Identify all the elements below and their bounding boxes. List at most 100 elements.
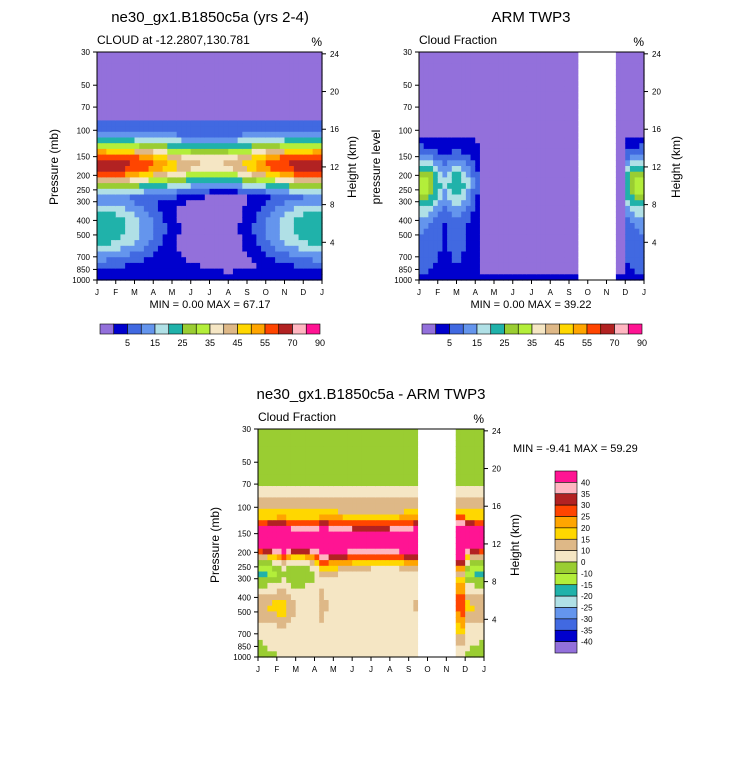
heatmap-cell — [461, 212, 466, 218]
heatmap-cell — [588, 58, 593, 64]
heatmap-cell — [200, 92, 205, 98]
heatmap-cell — [333, 469, 338, 475]
heatmap-cell — [233, 75, 238, 81]
heatmap-cell — [275, 69, 280, 75]
heatmap-cell — [270, 92, 275, 98]
month-tick-label: F — [435, 288, 440, 297]
heatmap-cell — [294, 166, 299, 172]
heatmap-cell — [242, 206, 247, 212]
heatmap-cell — [275, 252, 280, 258]
heatmap-cell — [560, 189, 565, 195]
heatmap-cell — [139, 143, 144, 149]
heatmap-cell — [285, 172, 290, 178]
heatmap-cell — [560, 229, 565, 235]
heatmap-cell — [499, 115, 504, 121]
heatmap-cell — [275, 160, 280, 166]
heatmap-cell — [574, 252, 579, 258]
month-tick-label: M — [453, 288, 460, 297]
heatmap-cell — [177, 126, 182, 132]
heatmap-cell — [224, 212, 229, 218]
heatmap-cell — [452, 86, 457, 92]
height-tick-label: 4 — [652, 238, 657, 247]
heatmap-cell — [205, 183, 210, 189]
heatmap-cell — [583, 217, 588, 223]
heatmap-cell — [149, 58, 154, 64]
heatmap-cell — [266, 234, 271, 240]
heatmap-cell — [116, 263, 121, 269]
heatmap-cell — [200, 240, 205, 246]
heatmap-cell — [186, 52, 191, 58]
heatmap-cell — [181, 63, 186, 69]
heatmap-cell — [277, 583, 282, 589]
heatmap-cell — [282, 458, 287, 464]
heatmap-cell — [592, 263, 597, 269]
colorbar-swatch — [477, 324, 491, 334]
heatmap-cell — [329, 475, 334, 481]
heatmap-cell — [494, 132, 499, 138]
heatmap-cell — [153, 69, 158, 75]
heatmap-cell — [300, 463, 305, 469]
heatmap-cell — [285, 103, 290, 109]
heatmap-cell — [527, 206, 532, 212]
heatmap-cell — [503, 132, 508, 138]
heatmap-cell — [214, 263, 219, 269]
heatmap-cell — [475, 160, 480, 166]
heatmap-cell — [555, 92, 560, 98]
heatmap-cell — [419, 160, 424, 166]
heatmap-cell — [621, 126, 626, 132]
panel-model-ylabel: Pressure (mb) — [47, 129, 61, 205]
heatmap-cell — [352, 475, 357, 481]
heatmap-cell — [158, 160, 163, 166]
heatmap-cell — [261, 92, 266, 98]
heatmap-cell — [214, 177, 219, 183]
heatmap-cell — [285, 160, 290, 166]
heatmap-cell — [252, 257, 257, 263]
heatmap-cell — [630, 206, 635, 212]
heatmap-cell — [517, 177, 522, 183]
heatmap-cell — [266, 86, 271, 92]
heatmap-cell — [285, 166, 290, 172]
heatmap-cell — [362, 560, 367, 566]
heatmap-cell — [315, 435, 320, 441]
heatmap-cell — [621, 257, 626, 263]
heatmap-cell — [158, 229, 163, 235]
heatmap-cell — [120, 103, 125, 109]
month-tick-label: A — [226, 288, 232, 297]
heatmap-cell — [489, 257, 494, 263]
heatmap-cell — [224, 183, 229, 189]
heatmap-cell — [303, 103, 308, 109]
heatmap-cell — [261, 52, 266, 58]
heatmap-cell — [319, 611, 324, 617]
heatmap-cell — [252, 240, 257, 246]
heatmap-cell — [181, 143, 186, 149]
heatmap-cell — [275, 257, 280, 263]
heatmap-cell — [362, 572, 367, 578]
heatmap-cell — [621, 172, 626, 178]
heatmap-cell — [597, 86, 602, 92]
heatmap-cell — [616, 75, 621, 81]
heatmap-cell — [305, 600, 310, 606]
heatmap-cell — [578, 69, 583, 75]
heatmap-cell — [616, 172, 621, 178]
heatmap-cell — [224, 155, 229, 161]
heatmap-cell — [574, 132, 579, 138]
heatmap-cell — [282, 526, 287, 532]
heatmap-cell — [258, 554, 263, 560]
heatmap-cell — [343, 446, 348, 452]
heatmap-cell — [597, 75, 602, 81]
heatmap-cell — [602, 177, 607, 183]
heatmap-cell — [267, 583, 272, 589]
heatmap-cell — [116, 246, 121, 252]
heatmap-cell — [503, 86, 508, 92]
heatmap-cell — [366, 492, 371, 498]
heatmap-cell — [324, 509, 329, 515]
heatmap-cell — [333, 492, 338, 498]
heatmap-cell — [275, 223, 280, 229]
heatmap-cell — [635, 115, 640, 121]
heatmap-cell — [357, 583, 362, 589]
heatmap-cell — [195, 217, 200, 223]
heatmap-cell — [555, 166, 560, 172]
heatmap-cell — [513, 103, 518, 109]
heatmap-cell — [532, 263, 537, 269]
heatmap-cell — [289, 212, 294, 218]
